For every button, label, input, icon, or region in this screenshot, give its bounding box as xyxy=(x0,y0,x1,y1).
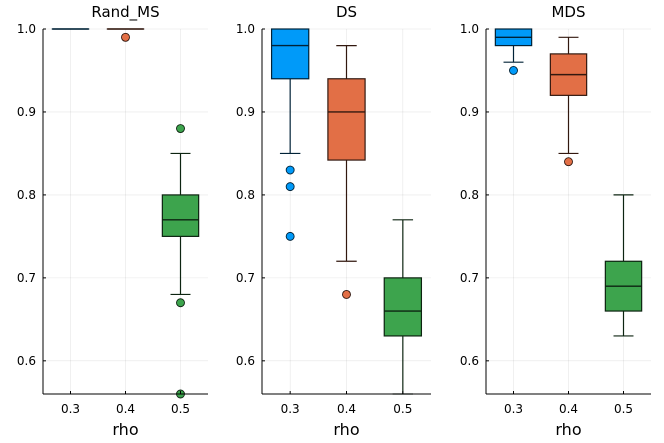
box-body xyxy=(161,194,200,237)
outlier-point xyxy=(285,182,295,192)
box-0.5 xyxy=(604,194,643,337)
y-tick-label: 0.8 xyxy=(236,188,255,202)
y-tick-label: 1.0 xyxy=(460,22,479,36)
box-0.5 xyxy=(161,124,200,399)
box-0.4 xyxy=(327,44,366,299)
x-axis-label: rho xyxy=(333,420,359,439)
y-tick-label: 0.6 xyxy=(17,354,36,368)
panel-2: 0.6 0.7 0.8 0.9 1.0 0.3 0.4 0.5 MDS rho xyxy=(460,3,651,439)
x-axis-label: rho xyxy=(112,420,138,439)
outlier-point xyxy=(342,290,351,299)
y-tick-label: 0.6 xyxy=(236,354,255,368)
box-body xyxy=(270,28,310,80)
x-tick-label: 0.5 xyxy=(614,402,633,416)
box-body xyxy=(383,277,423,337)
box-0.3 xyxy=(494,28,533,75)
panel-1: 0.6 0.7 0.8 0.9 1.0 0.3 0.4 0.5 DS rho xyxy=(236,3,431,439)
outlier-point xyxy=(564,157,573,167)
y-tick-label: 0.6 xyxy=(460,354,479,368)
x-tick-label: 0.4 xyxy=(116,402,135,416)
chart-title: Rand_MS xyxy=(91,3,159,22)
x-tick-label: 0.3 xyxy=(504,402,523,416)
y-tick-label: 0.7 xyxy=(460,271,479,285)
x-tick-label: 0.5 xyxy=(393,402,412,416)
y-tick-label: 1.0 xyxy=(236,22,255,36)
y-tick-label: 0.9 xyxy=(460,105,479,119)
x-axis-label: rho xyxy=(555,420,581,439)
y-tick-label: 0.8 xyxy=(17,188,36,202)
x-tick-label: 0.4 xyxy=(559,402,578,416)
box-body xyxy=(327,78,366,161)
box-0.3 xyxy=(270,28,310,241)
y-tick-label: 0.9 xyxy=(17,105,36,119)
x-tick-label: 0.3 xyxy=(281,402,300,416)
outlier-point xyxy=(285,165,295,175)
box-0.4 xyxy=(106,28,145,42)
x-tick-label: 0.3 xyxy=(61,402,80,416)
box-0.5 xyxy=(383,219,423,395)
x-tick-label: 0.4 xyxy=(337,402,356,416)
y-tick-label: 0.8 xyxy=(460,188,479,202)
chart-title: MDS xyxy=(551,3,585,21)
y-tick-label: 0.7 xyxy=(17,271,36,285)
outlier-point xyxy=(509,66,518,75)
y-tick-label: 0.7 xyxy=(236,271,255,285)
outlier-point xyxy=(176,298,185,308)
box-0.4 xyxy=(549,36,588,167)
y-tick-label: 0.9 xyxy=(236,105,255,119)
y-tick-label: 1.0 xyxy=(17,22,36,36)
outlier-point xyxy=(176,124,185,133)
outlier-point xyxy=(285,231,295,241)
outlier-point xyxy=(121,32,130,42)
x-tick-label: 0.5 xyxy=(171,402,190,416)
chart-title: DS xyxy=(336,3,357,21)
